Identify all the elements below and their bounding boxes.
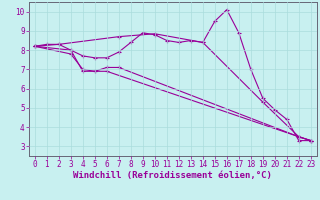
X-axis label: Windchill (Refroidissement éolien,°C): Windchill (Refroidissement éolien,°C) bbox=[73, 171, 272, 180]
